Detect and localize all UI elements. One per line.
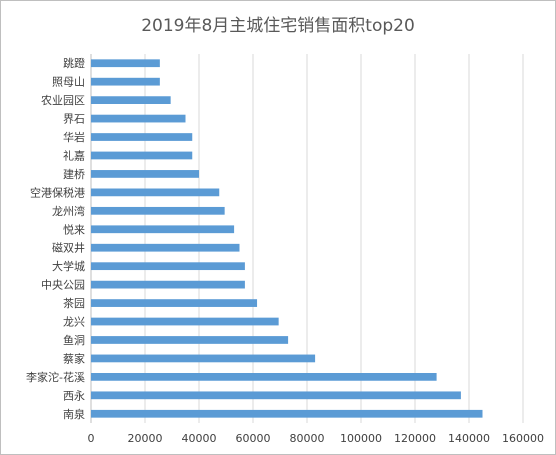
bar-农业园区 (91, 96, 171, 104)
category-label: 南泉 (63, 407, 85, 421)
category-label: 李家沱-花溪 (26, 370, 85, 384)
bar-鱼洞 (91, 336, 289, 344)
category-label: 茶园 (63, 297, 85, 310)
category-label: 跳蹬 (63, 56, 85, 70)
category-labels: 南泉 西永 李家沱-花溪 蔡家 鱼洞 龙兴 茶园 中央公园 大学城 磁双井 悦来 龙州湾 空港保税港 建桥… (26, 56, 85, 421)
bar-空港保税港 (91, 188, 220, 197)
x-tick-label: 40000 (182, 432, 217, 445)
bar-茶园 (91, 299, 258, 307)
category-label: 华岩 (63, 130, 85, 144)
bar-界石 (91, 114, 186, 123)
chart-title: 2019年8月主城住宅销售面积top20 (141, 16, 415, 36)
x-tick-label: 60000 (236, 432, 271, 445)
x-tick-label: 0 (88, 432, 95, 445)
category-label: 大学城 (52, 259, 85, 273)
category-label: 蔡家 (63, 351, 85, 365)
bar-南泉 (91, 409, 483, 418)
bar-中央公园 (91, 280, 245, 289)
category-label: 龙州湾 (52, 204, 85, 218)
x-tick-label: 100000 (340, 432, 382, 445)
bar-礼嘉 (91, 151, 193, 160)
category-label: 空港保税港 (30, 185, 85, 199)
category-label: 建桥 (63, 167, 85, 181)
x-tick-labels: 0 20000 40000 60000 80000 100000 120000 140000 1… (88, 432, 545, 445)
category-label: 龙兴 (63, 316, 85, 329)
x-tick-label: 140000 (448, 432, 490, 445)
category-label: 西永 (63, 388, 85, 402)
x-tick-label: 120000 (394, 432, 436, 445)
category-label: 悦来 (63, 222, 85, 236)
bar-照母山 (91, 77, 160, 86)
bar-西永 (91, 391, 461, 400)
category-label: 照母山 (52, 76, 85, 89)
bar-李家沱-花溪 (91, 373, 437, 381)
bar-龙兴 (91, 317, 279, 326)
x-tick-label: 160000 (502, 432, 544, 445)
category-label: 礼嘉 (63, 148, 85, 162)
gridlines (90, 54, 524, 423)
bar-建桥 (91, 170, 199, 178)
bar-华岩 (91, 133, 193, 141)
bar-龙州湾 (91, 206, 225, 215)
bar-蔡家 (91, 354, 316, 363)
category-label: 农业园区 (41, 93, 85, 107)
category-label: 界石 (63, 113, 85, 126)
bars (91, 59, 483, 418)
category-label: 磁双井 (52, 241, 85, 255)
category-label: 中央公园 (41, 279, 85, 292)
bar-磁双井 (91, 243, 240, 252)
bar-跳蹬 (91, 59, 160, 68)
x-tick-label: 20000 (128, 432, 163, 445)
category-label: 鱼洞 (63, 333, 85, 347)
x-tick-label: 80000 (290, 432, 325, 445)
bar-悦来 (91, 225, 235, 234)
bar-大学城 (91, 262, 245, 271)
